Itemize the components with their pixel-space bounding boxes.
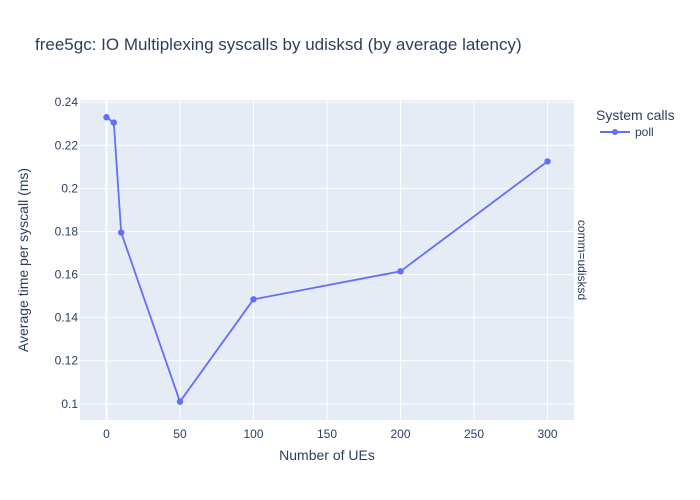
legend-swatch-marker [612, 129, 618, 135]
legend-label-poll: poll [635, 125, 654, 139]
y-tick-label: 0.14 [55, 311, 79, 325]
grid-lines [80, 100, 574, 420]
legend: System calls poll [596, 107, 675, 139]
x-tick-label: 0 [103, 427, 110, 441]
y-tick-label: 0.22 [55, 138, 79, 152]
data-point-poll[interactable] [117, 229, 125, 236]
chart-title: free5gc: IO Multiplexing syscalls by udi… [35, 35, 522, 54]
data-points [103, 114, 551, 405]
y-tick-label: 0.24 [55, 95, 79, 109]
facet-label: comm=udisksd [575, 220, 589, 300]
legend-item-poll[interactable]: poll [600, 125, 654, 139]
data-point-poll[interactable] [544, 158, 551, 165]
x-tick-label: 250 [464, 427, 484, 441]
x-tick-labels: 0 50 100 150 200 250 300 [103, 427, 558, 441]
data-point-poll[interactable] [176, 398, 184, 405]
data-point-poll[interactable] [250, 296, 257, 303]
y-tick-label: 0.12 [55, 354, 79, 368]
data-point-poll[interactable] [110, 119, 118, 126]
x-tick-label: 100 [243, 427, 263, 441]
y-tick-labels: 0.1 0.12 0.14 0.16 0.18 0.2 0.22 0.24 [55, 95, 79, 411]
x-tick-label: 50 [173, 427, 187, 441]
y-axis-title: Average time per syscall (ms) [15, 168, 31, 352]
data-point-poll[interactable] [397, 268, 404, 275]
data-point-poll[interactable] [103, 114, 110, 121]
y-tick-label: 0.16 [55, 268, 79, 282]
x-tick-label: 300 [538, 427, 558, 441]
y-tick-label: 0.1 [61, 397, 78, 411]
x-axis-title: Number of UEs [279, 447, 375, 463]
legend-title: System calls [596, 107, 675, 123]
x-tick-label: 200 [390, 427, 410, 441]
y-tick-label: 0.2 [61, 181, 78, 195]
y-tick-label: 0.18 [55, 224, 79, 238]
x-tick-label: 150 [317, 427, 337, 441]
